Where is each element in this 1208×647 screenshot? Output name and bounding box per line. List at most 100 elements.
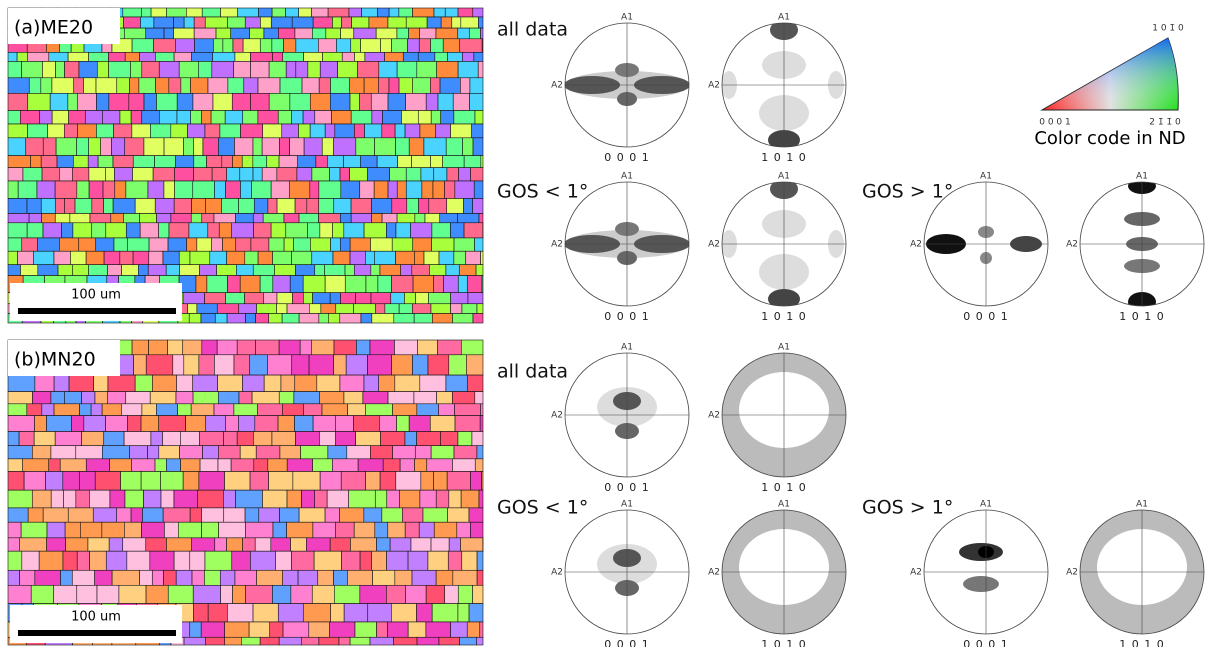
grain [388, 93, 405, 110]
grain [174, 17, 184, 28]
grain [412, 570, 436, 585]
grain [59, 168, 72, 181]
grain [395, 124, 405, 138]
grain [258, 251, 272, 264]
grain [428, 293, 450, 304]
grain [303, 293, 312, 304]
key-label: 2 1̄ 1̄ 0 [1149, 118, 1181, 128]
grain [426, 585, 445, 603]
grain [127, 416, 141, 432]
grain [159, 416, 186, 432]
grain [250, 551, 275, 570]
grain [376, 538, 390, 551]
pf-top: A1 [1136, 500, 1148, 510]
grain [434, 522, 457, 538]
grain [458, 61, 478, 77]
grain [388, 17, 406, 28]
grain [43, 223, 61, 238]
grain [40, 111, 52, 124]
grain [296, 39, 318, 53]
grain [175, 181, 193, 198]
grain [358, 459, 383, 472]
grain [278, 604, 303, 622]
grain [227, 314, 245, 323]
grain [312, 8, 329, 17]
grain [8, 392, 33, 404]
grain [334, 198, 351, 213]
grain [112, 570, 139, 585]
grain [309, 622, 330, 637]
grain [132, 39, 153, 53]
grain [458, 585, 472, 603]
grain [319, 181, 341, 198]
grain [361, 314, 372, 323]
grain [281, 375, 295, 392]
grain [437, 392, 453, 404]
grain [186, 416, 206, 432]
grain [20, 265, 37, 276]
grain [253, 168, 262, 181]
grain [23, 459, 49, 472]
grain [42, 213, 56, 222]
grain [32, 446, 51, 459]
grain [8, 538, 19, 551]
grain [335, 124, 355, 138]
grain [340, 375, 364, 392]
group-title: all data [497, 19, 568, 41]
grain [399, 490, 420, 508]
grain [364, 508, 382, 522]
grain [352, 17, 369, 28]
grain [402, 508, 423, 522]
grain [240, 181, 251, 198]
grain [312, 28, 326, 39]
grain [133, 156, 154, 168]
grain [227, 276, 240, 293]
grain [356, 340, 370, 355]
grain [38, 265, 58, 276]
grain [421, 168, 434, 181]
grain [335, 416, 353, 432]
grain [225, 111, 243, 124]
grain [380, 471, 396, 490]
grain [475, 238, 483, 251]
grain [140, 570, 153, 585]
grain [446, 138, 462, 156]
grain [206, 416, 226, 432]
grain [392, 276, 413, 293]
grain [239, 304, 257, 314]
grain [217, 304, 238, 314]
pf-left: A2 [708, 411, 720, 421]
grain [387, 490, 400, 508]
grain [106, 416, 128, 432]
grain [231, 28, 250, 39]
grain [295, 432, 319, 446]
grain [371, 265, 380, 276]
grain [342, 17, 352, 28]
pf-top: A1 [621, 500, 633, 510]
grain [341, 471, 365, 490]
grain [218, 138, 234, 156]
grain [189, 223, 208, 238]
grain [103, 181, 115, 198]
grain [320, 223, 333, 238]
grain [90, 551, 107, 570]
grain [220, 570, 235, 585]
grain [435, 52, 448, 61]
grain [302, 78, 319, 94]
grain [178, 522, 201, 538]
grain [335, 522, 354, 538]
grain [8, 168, 23, 181]
grain [460, 78, 470, 94]
grain [313, 522, 335, 538]
grain [181, 459, 201, 472]
grain [76, 138, 88, 156]
grain [271, 538, 291, 551]
pf-left: A2 [1066, 568, 1078, 578]
grain [336, 39, 350, 53]
grain [183, 293, 205, 304]
grain [205, 198, 221, 213]
grain [146, 538, 167, 551]
grain [287, 459, 312, 472]
grain [253, 604, 278, 622]
grain [180, 446, 203, 459]
